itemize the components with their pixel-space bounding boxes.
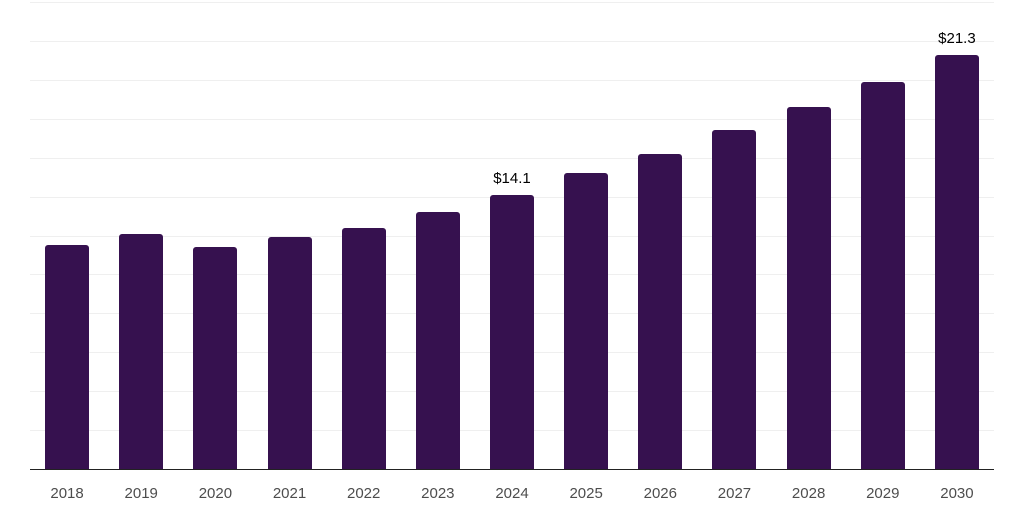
value-label-2024: $14.1 bbox=[493, 169, 531, 187]
bar-2018[interactable] bbox=[45, 245, 90, 469]
bar-2025[interactable] bbox=[564, 173, 609, 469]
x-tick-label-2028: 2028 bbox=[791, 485, 826, 502]
bar-2026[interactable] bbox=[638, 153, 683, 469]
bar-2030[interactable] bbox=[934, 54, 979, 469]
bar-2022[interactable] bbox=[341, 227, 386, 469]
x-axis-line bbox=[30, 468, 994, 470]
gridline-24 bbox=[30, 2, 994, 3]
bar-2020[interactable] bbox=[193, 247, 238, 469]
x-tick-label-2026: 2026 bbox=[643, 485, 677, 502]
x-tick-label-2022: 2022 bbox=[347, 485, 381, 502]
value-label-2030: $21.3 bbox=[938, 29, 976, 47]
gridline-20 bbox=[30, 79, 994, 81]
x-tick-label-2021: 2021 bbox=[272, 485, 307, 502]
bar-2027[interactable] bbox=[712, 130, 757, 469]
bar-2019[interactable] bbox=[119, 233, 164, 469]
bar-2024[interactable] bbox=[490, 194, 534, 469]
x-tick-label-2030: 2030 bbox=[940, 485, 974, 502]
bar-2021[interactable] bbox=[267, 237, 312, 469]
x-tick-label-2020: 2020 bbox=[198, 485, 233, 502]
gridline-18 bbox=[30, 118, 994, 120]
x-tick-label-2025: 2025 bbox=[569, 485, 603, 502]
bar-2028[interactable] bbox=[786, 107, 831, 469]
x-tick-label-2024: 2024 bbox=[495, 485, 529, 502]
bar-2023[interactable] bbox=[415, 212, 460, 469]
x-tick-label-2023: 2023 bbox=[421, 485, 455, 502]
x-tick-label-2027: 2027 bbox=[717, 485, 752, 502]
x-tick-label-2018: 2018 bbox=[50, 485, 84, 502]
gridline-22 bbox=[30, 40, 994, 42]
bar-2029[interactable] bbox=[860, 81, 905, 469]
x-tick-label-2029: 2029 bbox=[866, 485, 900, 502]
gridline-16 bbox=[30, 157, 994, 159]
x-tick-label-2019: 2019 bbox=[124, 485, 158, 502]
